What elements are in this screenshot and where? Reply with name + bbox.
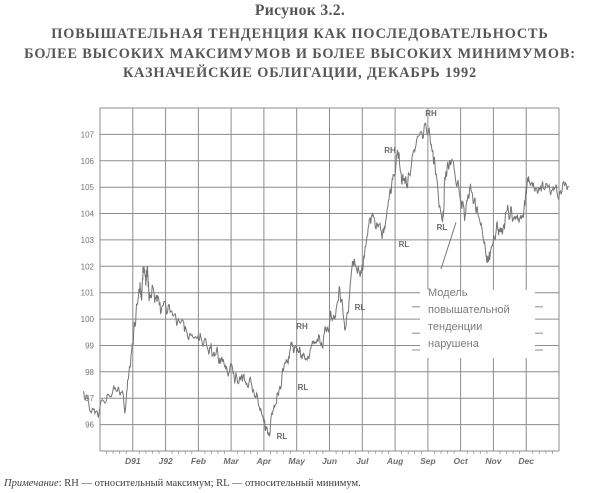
svg-text:100: 100 — [81, 315, 95, 324]
svg-text:Dec: Dec — [518, 456, 534, 466]
svg-text:Sep: Sep — [420, 456, 436, 466]
svg-text:Mar: Mar — [224, 456, 240, 466]
svg-text:повышательной: повышательной — [428, 304, 510, 316]
svg-text:99: 99 — [85, 342, 94, 351]
svg-text:106: 106 — [81, 157, 95, 166]
svg-text:104: 104 — [81, 210, 95, 219]
svg-text:J92: J92 — [159, 456, 173, 466]
svg-text:RH: RH — [296, 322, 308, 331]
svg-text:105: 105 — [81, 183, 95, 192]
svg-text:RL: RL — [298, 383, 309, 392]
svg-text:Feb: Feb — [191, 456, 206, 466]
svg-text:107: 107 — [81, 130, 95, 139]
svg-text:Aug: Aug — [386, 456, 404, 466]
svg-text:RL: RL — [437, 223, 448, 232]
svg-text:103: 103 — [81, 236, 95, 245]
svg-text:May: May — [288, 456, 306, 466]
svg-text:Jun: Jun — [322, 456, 337, 466]
svg-text:98: 98 — [85, 368, 94, 377]
svg-text:RH: RH — [425, 109, 437, 118]
svg-text:RL: RL — [355, 303, 366, 312]
svg-text:101: 101 — [81, 289, 95, 298]
svg-text:нарушена: нарушена — [428, 338, 480, 350]
svg-text:RH: RH — [384, 146, 396, 155]
svg-text:Apr: Apr — [256, 456, 272, 466]
svg-text:RL: RL — [399, 240, 410, 249]
svg-text:RL: RL — [277, 432, 288, 441]
svg-text:тенденции: тенденции — [428, 321, 482, 333]
svg-text:Nov: Nov — [485, 456, 502, 466]
svg-text:Модель: Модель — [428, 287, 468, 299]
svg-text:Oct: Oct — [454, 456, 469, 466]
svg-text:102: 102 — [81, 262, 95, 271]
svg-text:D91: D91 — [125, 456, 141, 466]
svg-text:96: 96 — [85, 421, 94, 430]
svg-text:Jul: Jul — [356, 456, 369, 466]
